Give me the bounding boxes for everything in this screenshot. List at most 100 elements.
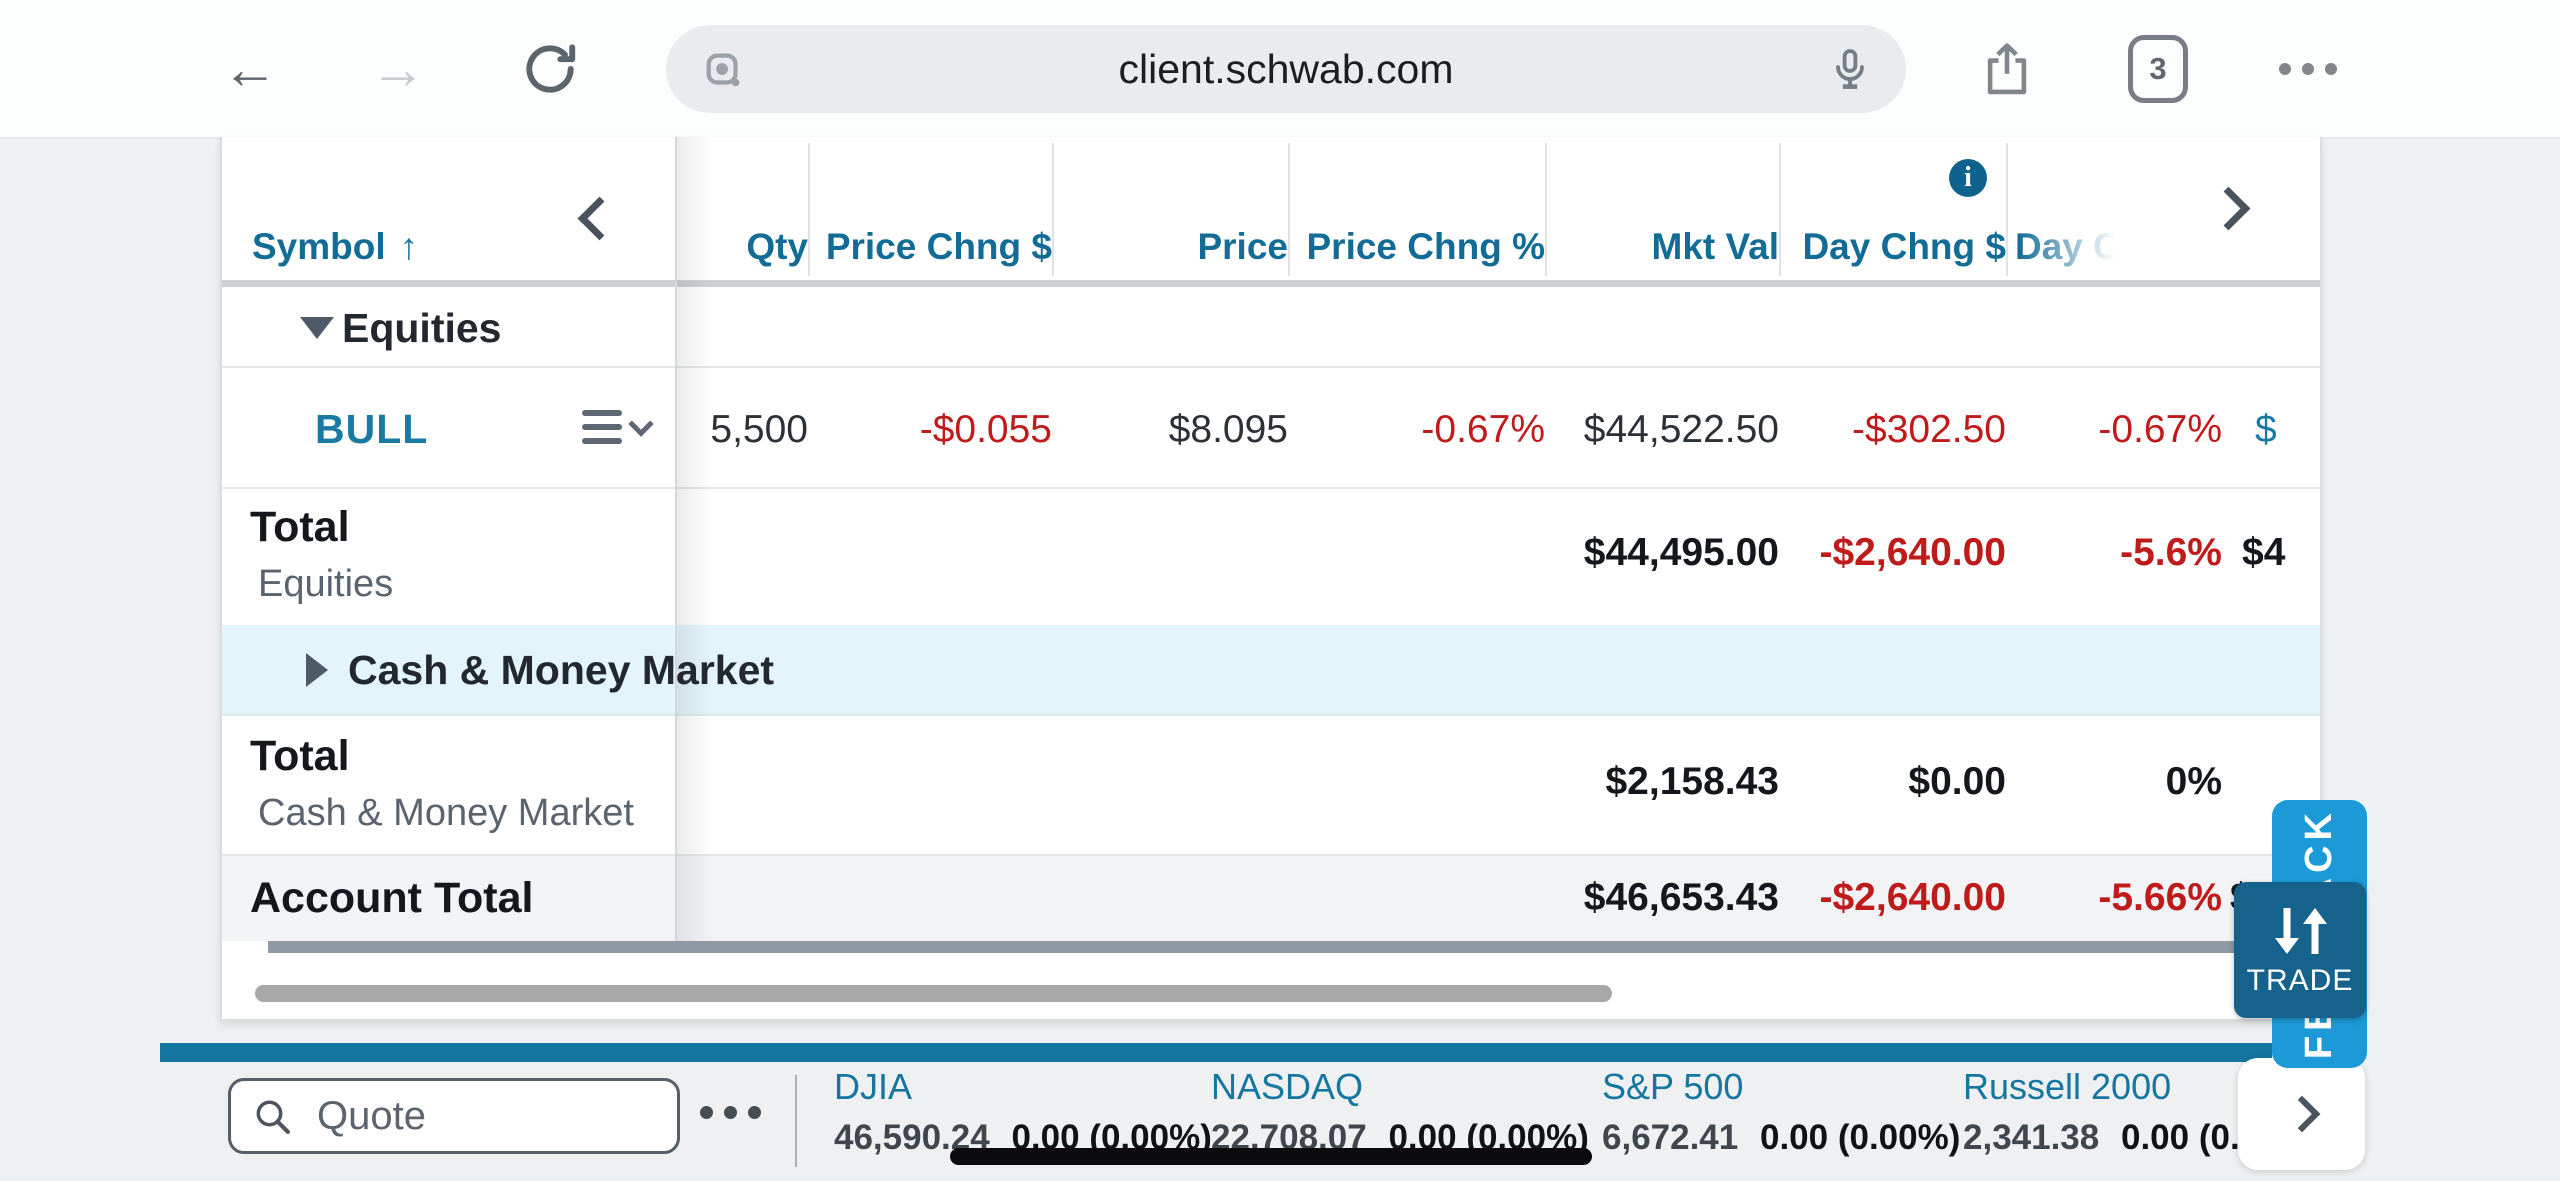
trade-arrows-icon [2275,908,2327,954]
info-icon[interactable] [1949,159,1987,197]
cell-total-day-chng: -$2,640.00 [1819,531,2007,574]
index-name: S&P 500 [1602,1066,1744,1107]
column-header-mkt-val[interactable]: Mkt Val [1651,226,1780,267]
frozen-column-shadow [677,137,713,941]
ellipsis-icon [2279,62,2337,75]
symbol-link-bull[interactable]: BULL [315,406,429,452]
positions-table: Symbol Qty Price Chng $ Price Price Chng… [220,137,2322,1021]
cell-price: $8.095 [1168,408,1288,451]
index-name: DJIA [834,1066,913,1107]
cell-account-day-chng: -$2,640.00 [1819,876,2007,919]
back-button[interactable] [220,0,280,137]
microphone-icon[interactable] [1826,45,1874,98]
column-header-price-chng-dollar[interactable]: Price Chng $ [825,226,1052,267]
url-text: client.schwab.com [1118,45,1454,92]
column-divider [1779,143,1781,276]
search-icon [252,1096,294,1143]
column-divider [808,143,810,276]
cell-price-chng-pct: -0.67% [1421,408,1545,451]
index-value: 6,672.41 [1602,1118,1739,1157]
cell-mkt-val: $44,522.50 [1583,408,1779,451]
column-divider [2006,143,2008,276]
ticker-next-button[interactable] [2238,1058,2365,1170]
index-change: 0.00 (0.0 [2120,1118,2260,1157]
collapse-columns-button[interactable] [577,196,622,241]
index-name: Russell 2000 [1963,1066,2172,1107]
collapse-triangle-icon[interactable] [300,317,334,339]
cell-next-column-clipped: $4 [2242,531,2286,574]
group-label-equities: Equities [342,305,502,351]
column-header-price[interactable]: Price [1197,226,1288,267]
column-divider [1545,143,1547,276]
scroll-columns-right-button[interactable] [2132,137,2320,280]
cell-total-day-chng-pct: -5.6% [2120,531,2222,574]
header-fade [2018,137,2132,280]
index-nasdaq[interactable]: NASDAQ 22,708.07 0.00 (0.00%) [1211,1066,1631,1158]
cell-qty: 5,500 [710,408,808,451]
forward-button[interactable] [368,0,428,137]
cell-total-day-chng-pct: 0% [2165,760,2222,803]
total-row-cash: Total Cash & Money Market $2,158.43 $0.0… [222,716,2320,856]
browser-menu-button[interactable] [2272,0,2344,137]
cell-account-mkt-val: $46,653.43 [1583,876,1779,919]
caret-down-icon [628,411,654,437]
home-indicator[interactable] [950,1148,1592,1165]
column-header-qty[interactable]: Qty [746,226,808,267]
group-row-cash[interactable]: Cash & Money Market [222,625,2320,716]
cell-next-column-clipped: $ [2255,408,2277,451]
chevron-right-icon [2283,1095,2320,1133]
divider-bar [160,1043,2272,1062]
table-header-row: Symbol Qty Price Chng $ Price Price Chng… [222,137,2320,280]
column-divider [1288,143,1290,276]
cell-total-mkt-val: $44,495.00 [1583,531,1779,574]
browser-toolbar: client.schwab.com 3 [0,0,2560,139]
header-underline [222,280,2320,287]
total-sublabel: Equities [258,563,394,605]
sort-ascending-icon [400,226,419,267]
column-header-day-chng-dollar[interactable]: Day Chng $ [1802,226,2006,267]
tab-count: 3 [2149,50,2167,86]
index-djia[interactable]: DJIA 46,590.24 0.00 (0.00%) [834,1066,1254,1158]
cell-total-day-chng: $0.00 [1908,760,2006,803]
hamburger-icon [582,410,622,444]
group-label-cash: Cash & Money Market [348,647,775,693]
total-sublabel: Cash & Money Market [258,792,634,834]
chevron-right-icon [2206,186,2250,231]
quote-search [228,1078,680,1154]
share-icon [1987,42,2027,94]
column-header-price-chng-pct[interactable]: Price Chng % [1306,226,1546,267]
forward-icon [370,36,426,101]
index-value: 2,341.38 [1963,1118,2100,1157]
cell-total-mkt-val: $2,158.43 [1605,760,1779,803]
total-label: Total [250,503,350,551]
horizontal-scrollbar[interactable] [255,985,1612,1002]
cell-day-chng-pct: -0.67% [2098,408,2222,451]
column-header-symbol[interactable]: Symbol [252,226,418,268]
cell-price-chng: -$0.055 [919,408,1052,451]
cell-day-chng: -$302.50 [1852,408,2006,451]
quote-input[interactable] [228,1078,680,1154]
tabs-button[interactable]: 3 [2128,0,2188,137]
account-total-row: Account Total $46,653.43 -$2,640.00 -5.6… [222,856,2320,941]
reload-icon [526,43,576,93]
tab-count-icon: 3 [2128,34,2188,103]
expand-triangle-icon[interactable] [306,653,328,687]
row-actions-menu-button[interactable] [582,410,654,444]
total-row-equities: Total Equities $44,495.00 -$2,640.00 -5.… [222,489,2320,625]
reload-button[interactable] [518,0,582,137]
index-russell2000[interactable]: Russell 2000 2,341.38 0.00 (0.0 [1963,1066,2383,1158]
position-row-bull: BULL 5,500 -$0.055 $8.095 -0.67% $44,522… [222,368,2320,489]
address-bar[interactable]: client.schwab.com [666,25,1906,113]
index-change: 0.00 (0.00%) [1759,1118,1961,1157]
ticker-divider [795,1075,797,1167]
frozen-column-divider [675,137,677,941]
lens-icon[interactable] [702,47,748,98]
ticker-more-button[interactable] [700,1106,761,1119]
index-name: NASDAQ [1211,1066,1364,1107]
index-sp500[interactable]: S&P 500 6,672.41 0.00 (0.00%) [1602,1066,2022,1158]
trade-button[interactable]: TRADE [2234,882,2366,1018]
back-icon [222,36,278,101]
group-row-equities[interactable]: Equities [222,287,2320,368]
share-button[interactable] [1975,0,2039,137]
